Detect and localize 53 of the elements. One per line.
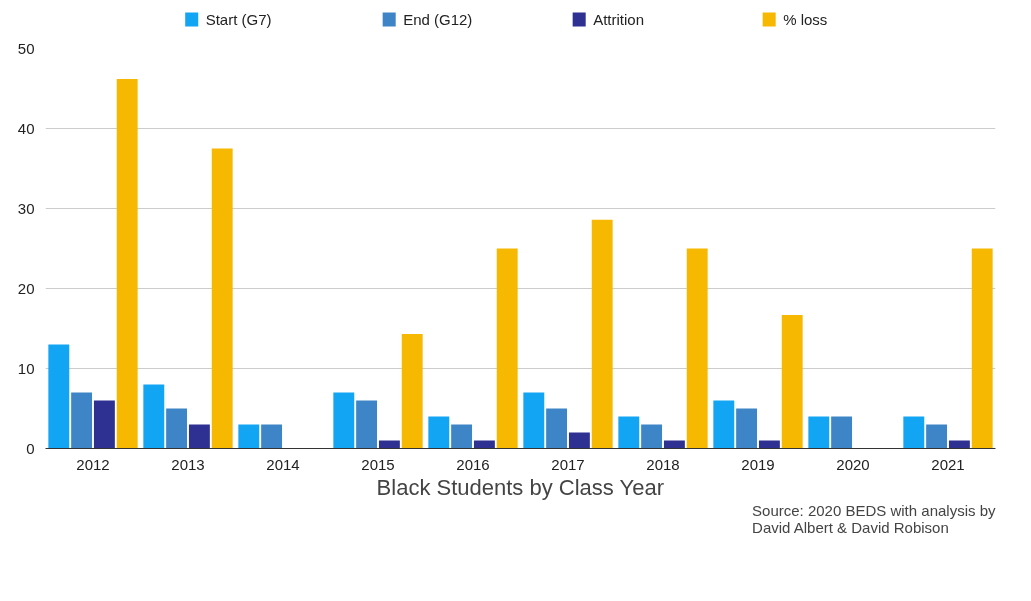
bar xyxy=(356,400,378,449)
legend-label: % loss xyxy=(783,11,828,28)
bar xyxy=(781,314,803,449)
x-tick-label: 2017 xyxy=(551,455,585,473)
bar xyxy=(926,424,948,449)
bar xyxy=(71,392,93,449)
x-tick-label: 2014 xyxy=(266,455,300,473)
x-tick-label: 2013 xyxy=(171,455,205,473)
x-tick-label: 2012 xyxy=(76,455,110,473)
bar xyxy=(496,248,518,449)
bar xyxy=(971,248,993,449)
bar xyxy=(93,400,115,449)
bar xyxy=(736,408,758,449)
legend-label: Start (G7) xyxy=(205,11,272,28)
bar xyxy=(591,219,613,449)
bar xyxy=(401,334,423,449)
text: Black Students by Class Year xyxy=(376,474,664,500)
bar xyxy=(546,408,568,449)
bar xyxy=(143,384,165,449)
x-tick-label: 2015 xyxy=(361,455,395,473)
bar xyxy=(903,416,925,449)
bar xyxy=(568,432,590,449)
bar xyxy=(238,424,260,449)
bar xyxy=(641,424,663,449)
bar xyxy=(333,392,355,449)
bar xyxy=(116,78,138,449)
bar xyxy=(831,416,853,449)
bar xyxy=(211,148,233,449)
bar xyxy=(428,416,450,449)
y-tick-label: 40 xyxy=(17,119,35,137)
bar xyxy=(188,424,210,449)
x-tick-label: 2016 xyxy=(456,455,490,473)
bar xyxy=(808,416,830,449)
x-tick-label: 2018 xyxy=(646,455,680,473)
x-tick-label: 2021 xyxy=(931,455,965,473)
bar xyxy=(713,400,735,449)
legend-label: End (G12) xyxy=(403,11,473,28)
x-tick-label: 2020 xyxy=(836,455,870,473)
bar xyxy=(686,248,708,449)
source-note: Source: 2020 BEDS with analysis by David Albert & David Robison xyxy=(752,501,996,536)
y-tick-label: 20 xyxy=(17,279,35,297)
bar xyxy=(451,424,473,449)
bar xyxy=(618,416,640,449)
y-tick-label: 50 xyxy=(17,39,35,57)
bar xyxy=(261,424,283,449)
y-tick-label: 0 xyxy=(26,439,35,457)
bar xyxy=(166,408,188,449)
x-tick-label: 2019 xyxy=(741,455,775,473)
y-tick-label: 30 xyxy=(17,199,35,217)
bar xyxy=(523,392,545,449)
bar xyxy=(48,344,70,449)
legend-label: Attrition xyxy=(593,11,645,28)
y-tick-label: 10 xyxy=(17,359,35,377)
